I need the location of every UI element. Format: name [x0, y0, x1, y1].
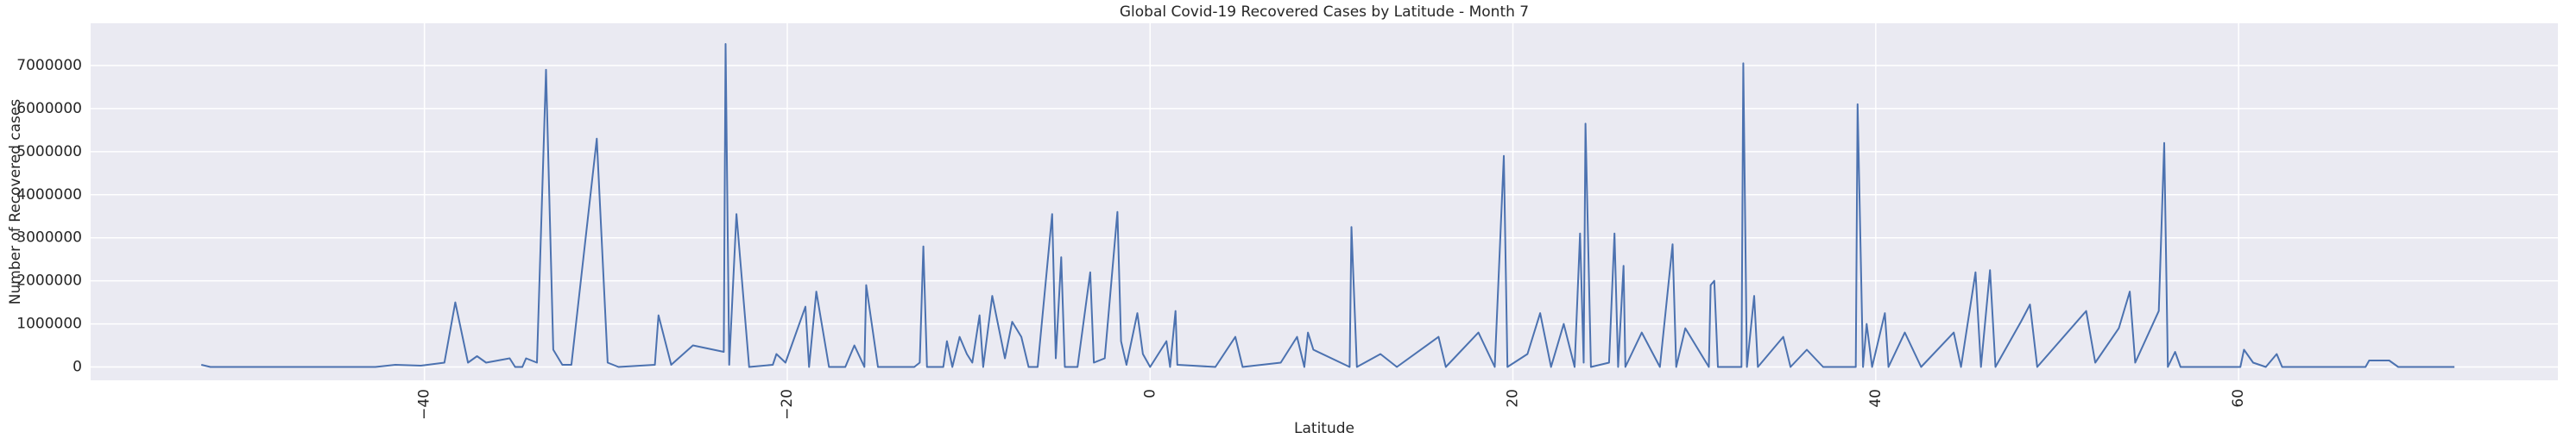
x-tick-label: 20 — [1505, 389, 1522, 408]
y-tick-label: 5000000 — [16, 143, 82, 160]
x-tick-label: −40 — [416, 389, 433, 420]
y-axis-label: Number of Recovered cases — [7, 99, 24, 305]
y-tick-label: 7000000 — [16, 57, 82, 74]
y-tick-label: 2000000 — [16, 273, 82, 290]
x-tick-label: 60 — [2230, 389, 2247, 408]
data-line — [200, 43, 2455, 368]
y-tick-label: 3000000 — [16, 229, 82, 247]
y-tick-label: 6000000 — [16, 100, 82, 117]
y-tick-label: 1000000 — [16, 316, 82, 333]
y-tick-label: 4000000 — [16, 186, 82, 204]
x-tick-label: 0 — [1141, 389, 1159, 398]
plot-area — [91, 23, 2558, 380]
x-tick-label: −20 — [779, 389, 796, 420]
x-tick-label: 40 — [1867, 389, 1885, 408]
x-axis-label: Latitude — [1294, 420, 1354, 437]
y-tick-label: 0 — [73, 359, 82, 376]
chart-title: Global Covid-19 Recovered Cases by Latit… — [1120, 3, 1529, 21]
